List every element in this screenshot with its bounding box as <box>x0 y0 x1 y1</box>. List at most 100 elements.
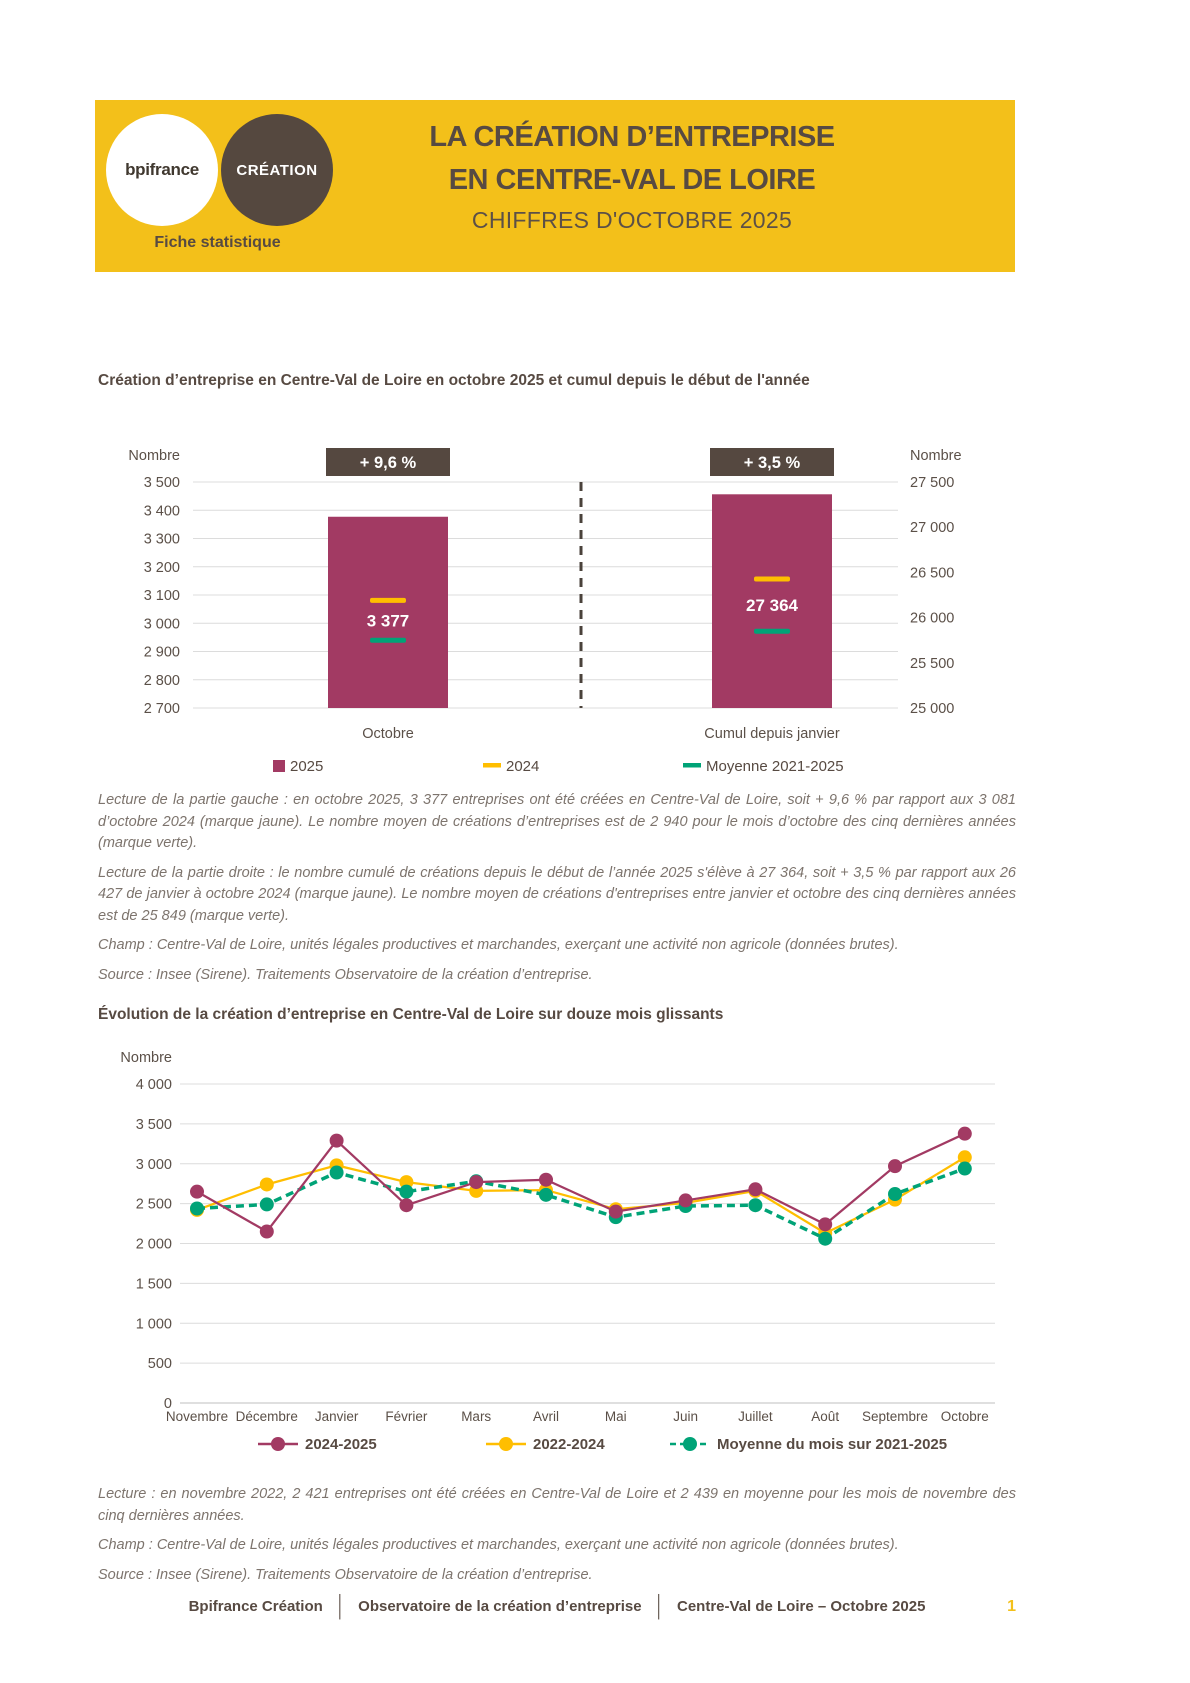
footer-observatoire: Observatoire de la création d’entreprise <box>358 1598 642 1615</box>
x-category-label: Décembre <box>236 1409 298 1424</box>
section1-title: Création d’entreprise en Centre-Val de L… <box>98 372 810 389</box>
right-axis-tick-label: 27 500 <box>910 475 954 491</box>
legend-item-moyenne-du-mois-sur-2021-2025: Moyenne du mois sur 2021-2025 <box>670 1436 947 1453</box>
data-point <box>469 1175 484 1190</box>
legend-dash-marker <box>683 763 701 768</box>
x-category-label: Octobre <box>941 1409 989 1424</box>
y-axis-tick-label: 3 500 <box>136 1117 172 1133</box>
y-axis-tick-label: 1 000 <box>136 1316 172 1332</box>
data-point <box>608 1204 623 1219</box>
data-point <box>818 1231 833 1246</box>
document-title: LA CRÉATION D’ENTREPRISE EN CENTRE-VAL D… <box>330 116 934 234</box>
x-category-label: Cumul depuis janvier <box>704 726 840 742</box>
lecture-left-note: Lecture de la partie gauche : en octobre… <box>98 792 1016 851</box>
data-point <box>329 1133 344 1148</box>
data-point <box>957 1126 972 1141</box>
section1-notes: Lecture de la partie gauche : en octobre… <box>98 790 1016 994</box>
data-point <box>399 1184 414 1199</box>
bpifrance-logo-dot-icon <box>130 110 136 116</box>
legend-label: Moyenne du mois sur 2021-2025 <box>717 1436 947 1453</box>
left-axis-tick-label: 3 300 <box>144 532 180 548</box>
legend-item-moyenne-2021-2025: Moyenne 2021-2025 <box>683 758 844 775</box>
data-point <box>888 1159 902 1174</box>
bar-value-label: 3 377 <box>367 611 410 630</box>
section2-title: Évolution de la création d’entreprise en… <box>98 1006 724 1023</box>
data-point <box>190 1201 204 1216</box>
right-axis-title: Nombre <box>910 448 962 464</box>
page-footer: Bpifrance Création │ Observatoire de la cr… <box>98 1595 1016 1619</box>
source-note: Source : Insee (Sirene). Traitements Obs… <box>98 966 593 983</box>
y-axis-tick-label: 2 500 <box>136 1197 172 1213</box>
left-axis-tick-label: 2 800 <box>144 673 180 689</box>
creation-logo-text: CRÉATION <box>236 161 318 179</box>
mark-2024 <box>754 576 790 582</box>
creation-logo-dot-icon <box>277 230 283 236</box>
left-axis-tick-label: 3 100 <box>144 588 180 604</box>
legend-item-2025: 2025 <box>273 758 323 775</box>
left-axis-tick-label: 3 500 <box>144 475 180 491</box>
y-axis-tick-label: 3 000 <box>136 1157 172 1173</box>
header-band: bpifrance CRÉATION Fiche statistique LA … <box>95 100 1015 272</box>
mark-moyenne <box>754 628 790 634</box>
legend-item-2024: 2024 <box>483 758 539 775</box>
legend-item-2022-2024: 2022-2024 <box>486 1436 605 1453</box>
header-tagline: Fiche statistique <box>154 234 281 251</box>
x-category-label: Juin <box>673 1409 698 1424</box>
growth-badge <box>326 448 450 476</box>
data-point <box>259 1224 274 1239</box>
lecture-note-2: Lecture : en novembre 2022, 2 421 entrep… <box>98 1486 1016 1524</box>
x-category-label: Février <box>385 1409 428 1424</box>
x-category-label: Avril <box>533 1409 559 1424</box>
data-point <box>678 1193 693 1208</box>
data-point <box>259 1177 274 1192</box>
bar-2025 <box>712 494 832 708</box>
data-point <box>539 1187 553 1202</box>
left-axis-tick-label: 3 200 <box>144 560 180 576</box>
growth-badge-label: + 9,6 % <box>360 454 417 472</box>
page-number: 1 <box>1007 1598 1016 1615</box>
x-category-label: Novembre <box>166 1409 228 1424</box>
series-2024-2025 <box>190 1126 972 1239</box>
data-point <box>329 1165 344 1180</box>
bar-value-label: 27 364 <box>746 596 799 615</box>
data-point <box>399 1198 414 1213</box>
footer-region-date: Centre-Val de Loire – Octobre 2025 <box>676 1598 926 1615</box>
x-category-label: Juillet <box>738 1409 773 1424</box>
data-point <box>399 1175 414 1190</box>
left-axis-tick-label: 3 000 <box>144 616 180 632</box>
left-axis-tick-label: 3 400 <box>144 503 180 519</box>
footer-org: Bpifrance Création <box>188 1598 323 1615</box>
footer-separator: │ <box>335 1594 346 1619</box>
section2-notes: Lecture : en novembre 2022, 2 421 entrep… <box>98 1484 1016 1594</box>
data-point <box>539 1172 553 1187</box>
right-axis-tick-label: 25 500 <box>910 656 954 672</box>
bpifrance-logo: bpifrance <box>106 110 218 226</box>
champ-note: Champ : Centre-Val de Loire, unités léga… <box>98 937 899 953</box>
legend-label: 2022-2024 <box>533 1436 605 1453</box>
champ-note-2: Champ : Centre-Val de Loire, unités léga… <box>98 1537 899 1553</box>
lecture-right-note: Lecture de la partie droite : le nombre … <box>98 864 1016 924</box>
y-axis-tick-label: 0 <box>164 1396 172 1412</box>
data-point <box>259 1197 274 1212</box>
series-line <box>196 1156 966 1235</box>
series-line <box>196 1132 966 1234</box>
x-category-label: Septembre <box>862 1409 928 1424</box>
legend-dot-marker <box>683 1437 697 1451</box>
right-axis-tick-label: 26 500 <box>910 565 954 581</box>
y-axis-tick-label: 500 <box>148 1356 172 1372</box>
data-point <box>818 1217 833 1232</box>
right-axis-tick-label: 25 000 <box>910 701 954 717</box>
x-category-label: Octobre <box>362 726 414 742</box>
growth-badge-label: + 3,5 % <box>744 454 801 472</box>
mark-moyenne <box>370 637 406 643</box>
x-category-label: Janvier <box>315 1409 359 1424</box>
source-note-2: Source : Insee (Sirene). Traitements Obs… <box>98 1566 593 1583</box>
data-point <box>748 1198 763 1213</box>
creation-bar-chart: 3 500 3 400 3 300 3 200 3 100 3 000 2 900 2 800… <box>128 448 962 775</box>
bpifrance-logo-text: bpifrance <box>125 160 199 179</box>
right-axis-tick-label: 27 000 <box>910 520 954 536</box>
legend-dot-marker <box>271 1437 285 1451</box>
data-point <box>190 1184 204 1199</box>
